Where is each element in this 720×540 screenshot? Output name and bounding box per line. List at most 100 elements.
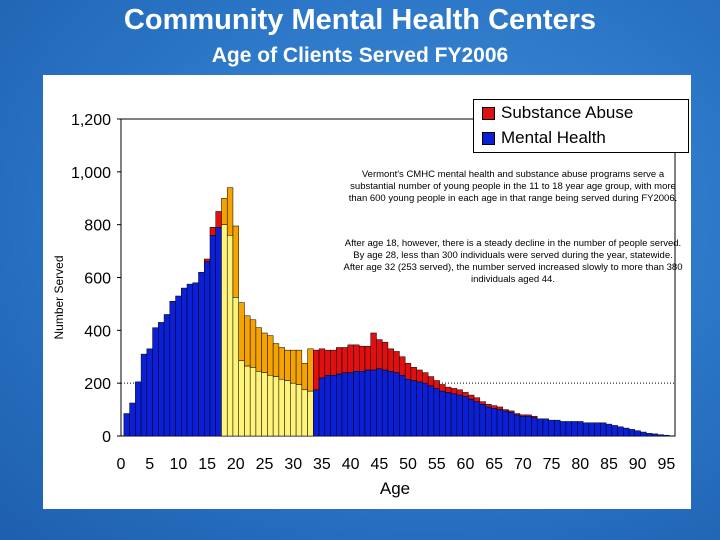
- bar-mental-health: [272, 376, 280, 437]
- bar-substance-abuse: [473, 397, 481, 402]
- bar-mental-health: [651, 433, 659, 437]
- bar-substance-abuse: [336, 347, 343, 375]
- bar-substance-abuse: [376, 339, 383, 369]
- bar-mental-health: [163, 314, 171, 437]
- bar-substance-abuse: [347, 344, 354, 373]
- bar-mental-health: [330, 374, 337, 437]
- bar-substance-abuse: [261, 332, 268, 373]
- bar-substance-abuse: [381, 341, 389, 371]
- bar-mental-health: [496, 409, 504, 437]
- bar-substance-abuse: [284, 349, 291, 381]
- bar-mental-health: [404, 378, 412, 437]
- bar-substance-abuse: [519, 414, 526, 417]
- bar-mental-health: [634, 430, 641, 437]
- bar-substance-abuse: [353, 344, 360, 372]
- legend-item-substance-abuse: Substance Abuse: [482, 103, 633, 123]
- x-tick-label: 30: [284, 456, 302, 473]
- bar-substance-abuse: [364, 345, 371, 371]
- bar-substance-abuse: [249, 319, 257, 368]
- bar-substance-abuse: [479, 401, 486, 405]
- bar-substance-abuse: [209, 227, 216, 236]
- x-tick-label: 80: [571, 456, 589, 473]
- bar-mental-health: [158, 322, 165, 437]
- bar-mental-health: [640, 431, 647, 437]
- bar-substance-abuse: [491, 405, 498, 409]
- bar-substance-abuse: [341, 347, 349, 373]
- bar-substance-abuse: [244, 315, 251, 367]
- bar-mental-health: [611, 425, 618, 437]
- bar-mental-health: [485, 406, 492, 437]
- bar-mental-health: [657, 434, 664, 437]
- x-tick-label: 10: [170, 456, 188, 473]
- bar-mental-health: [290, 382, 297, 437]
- x-tick-label: 55: [428, 456, 446, 473]
- bar-mental-health: [255, 371, 262, 437]
- bar-mental-health: [209, 234, 216, 437]
- x-tick-label: 90: [629, 456, 647, 473]
- bar-substance-abuse: [525, 414, 532, 417]
- bar-mental-health: [135, 381, 142, 437]
- x-tick-label: 45: [370, 456, 388, 473]
- bar-substance-abuse: [404, 363, 412, 380]
- bar-substance-abuse: [313, 349, 320, 391]
- bar-substance-abuse: [433, 380, 440, 389]
- bar-substance-abuse: [393, 351, 400, 373]
- bar-mental-health: [422, 382, 429, 437]
- bar-substance-abuse: [203, 258, 211, 262]
- bar-substance-abuse: [215, 211, 222, 228]
- bar-mental-health: [646, 433, 653, 437]
- bar-substance-abuse: [450, 388, 458, 394]
- bar-substance-abuse: [427, 376, 435, 387]
- bar-substance-abuse: [226, 187, 234, 236]
- bar-mental-health: [416, 381, 423, 437]
- bar-mental-health: [295, 384, 303, 437]
- bar-mental-health: [238, 360, 245, 437]
- legend-label-substance-abuse: Substance Abuse: [501, 103, 634, 122]
- bar-mental-health: [393, 372, 400, 437]
- bar-mental-health: [462, 396, 469, 437]
- x-tick-label: 60: [457, 456, 475, 473]
- bar-mental-health: [353, 371, 360, 437]
- bar-substance-abuse: [238, 302, 245, 361]
- bar-mental-health: [181, 287, 188, 437]
- legend-item-mental-health: Mental Health: [482, 128, 606, 148]
- bar-mental-health: [324, 374, 331, 437]
- bar-mental-health: [261, 372, 268, 437]
- x-tick-label: 25: [256, 456, 274, 473]
- bar-substance-abuse: [358, 345, 366, 372]
- y-tick-label: 1,200: [71, 112, 111, 129]
- x-tick-label: 95: [657, 456, 675, 473]
- bar-mental-health: [203, 261, 211, 437]
- bar-substance-abuse: [318, 348, 326, 379]
- x-tick-label: 85: [600, 456, 618, 473]
- bar-mental-health: [456, 394, 463, 437]
- bar-substance-abuse: [416, 369, 423, 383]
- bar-mental-health: [123, 413, 130, 437]
- bar-mental-health: [198, 271, 205, 437]
- bar-substance-abuse: [462, 392, 469, 397]
- bar-substance-abuse: [468, 394, 475, 400]
- x-tick-label: 65: [485, 456, 503, 473]
- slide-subtitle: Age of Clients Served FY2006: [211, 44, 509, 67]
- chart-legend: Substance Abuse Mental Health: [473, 99, 689, 153]
- bar-mental-health: [341, 372, 349, 437]
- bar-mental-health: [617, 426, 624, 437]
- bar-mental-health: [146, 348, 153, 437]
- legend-swatch-substance-abuse: [482, 106, 495, 120]
- y-tick-label: 0: [102, 429, 111, 446]
- bar-mental-health: [582, 422, 590, 437]
- bar-mental-health: [473, 401, 481, 437]
- y-tick-label: 800: [84, 218, 111, 235]
- bar-mental-health: [663, 434, 670, 437]
- bar-mental-health: [531, 417, 538, 437]
- bar-substance-abuse: [324, 349, 331, 376]
- bar-mental-health: [445, 392, 452, 437]
- bar-mental-health: [536, 418, 544, 437]
- bar-substance-abuse: [255, 327, 262, 372]
- bar-mental-health: [554, 419, 561, 437]
- bar-mental-health: [387, 371, 394, 437]
- chart-panel: 0 200 400 600 800 1,000 1,200 0 5 10 15 20 25 30 35 40 4…: [43, 75, 691, 509]
- bar-mental-health: [600, 422, 607, 437]
- bar-mental-health: [542, 418, 549, 437]
- bar-substance-abuse: [267, 335, 274, 376]
